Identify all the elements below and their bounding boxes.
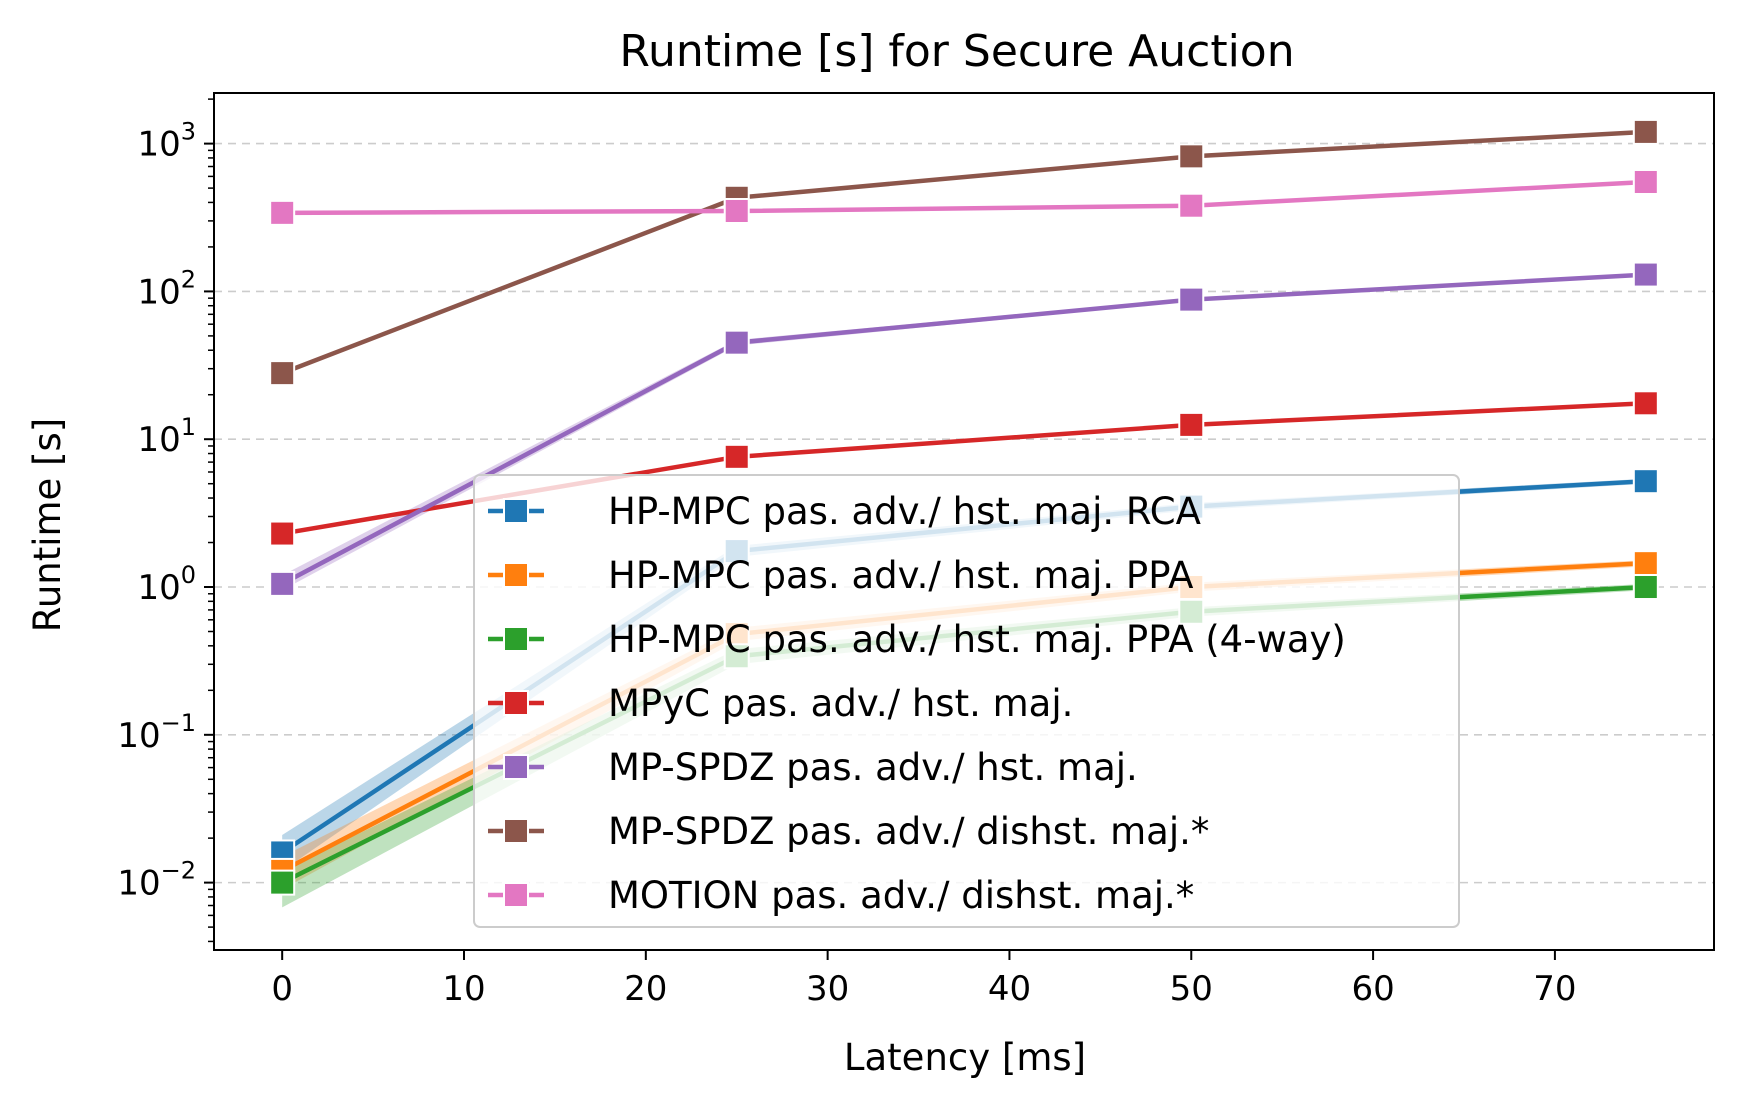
legend-swatch-marker [503, 690, 529, 716]
data-point [723, 197, 750, 224]
legend-label: HP-MPC pas. adv./ hst. maj. PPA [608, 554, 1193, 597]
x-tick-label: 50 [1170, 969, 1213, 1009]
data-point [1178, 192, 1205, 219]
series-line [281, 272, 1646, 586]
legend-label: MOTION pas. adv./ dishst. maj.* [608, 874, 1194, 917]
x-tick-label: 20 [624, 969, 667, 1009]
legend: HP-MPC pas. adv./ hst. maj. RCA HP-MPC pa… [473, 474, 1460, 928]
data-point [1632, 574, 1659, 601]
data-point [723, 443, 750, 470]
data-point [269, 869, 296, 896]
data-point [1178, 286, 1205, 313]
y-tick-label: 10−1 [117, 709, 196, 756]
y-tick-label: 102 [137, 265, 196, 312]
data-point [269, 520, 296, 547]
legend-swatch-marker [503, 626, 529, 652]
y-tick-label: 10−2 [117, 857, 196, 904]
data-point [269, 199, 296, 226]
data-point [1632, 550, 1659, 577]
plot-frame [213, 92, 1715, 951]
y-tick-label: 101 [137, 413, 196, 460]
x-tick-label: 70 [1533, 969, 1576, 1009]
data-point [1632, 390, 1659, 417]
legend-label: MP-SPDZ pas. adv./ dishst. maj.* [608, 810, 1209, 853]
chart-title: Runtime [s] for Secure Auction [619, 26, 1294, 77]
series-line [281, 129, 1646, 376]
series-line [282, 179, 1646, 216]
legend-label: HP-MPC pas. adv./ hst. maj. RCA [608, 490, 1201, 533]
legend-swatch-marker [503, 562, 529, 588]
data-point [1632, 118, 1659, 145]
data-point [269, 570, 296, 597]
legend-label: MPyC pas. adv./ hst. maj. [608, 682, 1073, 725]
y-tick-label: 103 [137, 118, 196, 165]
legend-swatch-marker [503, 882, 529, 908]
axes: 0 10 20 30 40 50 60 70 10−2 10−1 100 101 102 103 [117, 92, 1715, 1009]
y-tick-label: 100 [137, 561, 196, 608]
legend-label: MP-SPDZ pas. adv./ hst. maj. [608, 746, 1138, 789]
x-tick-label: 40 [988, 969, 1031, 1009]
x-tick-label: 10 [442, 969, 485, 1009]
legend-swatch-marker [503, 754, 529, 780]
data-point [723, 329, 750, 356]
data-point [269, 360, 296, 387]
legend-label: HP-MPC pas. adv./ hst. maj. PPA (4-way) [608, 618, 1346, 661]
data-point [1632, 468, 1659, 495]
legend-frame [473, 474, 1460, 928]
legend-swatch-marker [503, 818, 529, 844]
data-point [1632, 168, 1659, 195]
y-axis-label: Runtime [s] [26, 418, 69, 632]
legend-swatch-marker [503, 498, 529, 524]
x-tick-label: 60 [1351, 969, 1394, 1009]
x-tick-label: 30 [806, 969, 849, 1009]
data-point [1178, 411, 1205, 438]
x-axis-label: Latency [ms] [844, 1036, 1086, 1079]
data-point [1632, 261, 1659, 288]
data-point [1178, 143, 1205, 170]
x-tick-label: 0 [271, 969, 293, 1009]
